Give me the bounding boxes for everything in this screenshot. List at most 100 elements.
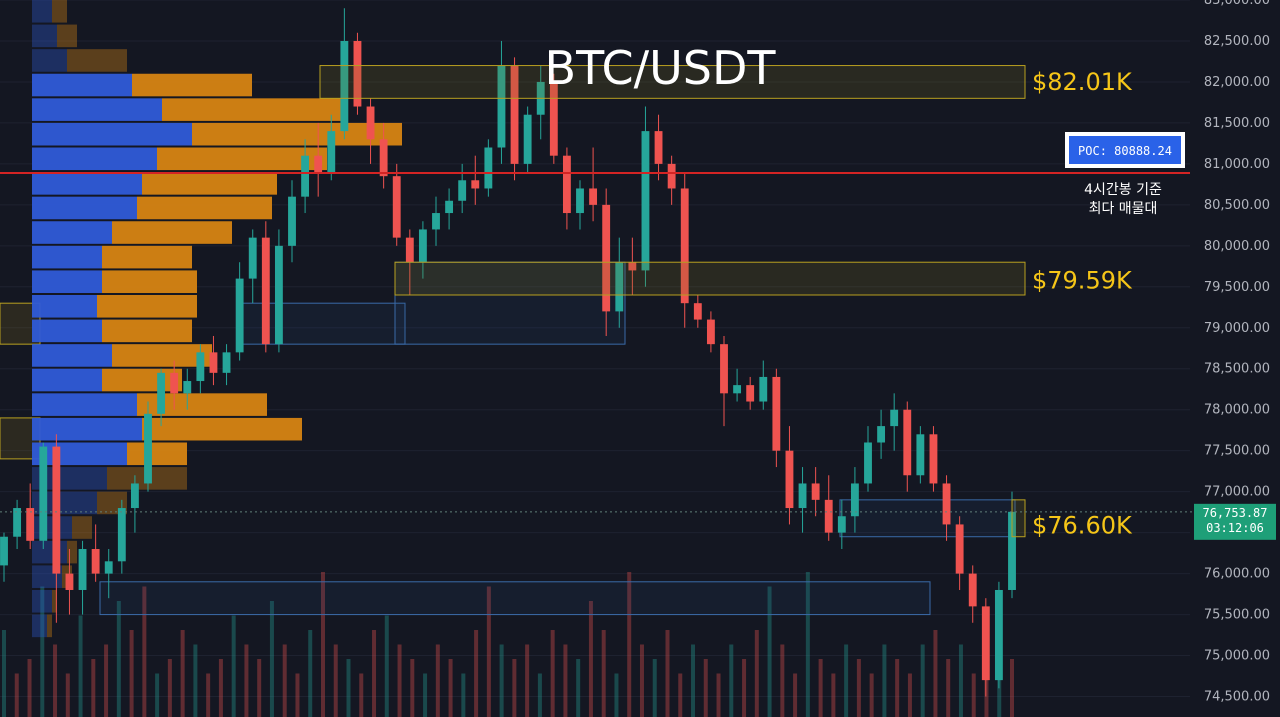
profile-down-bar (162, 98, 342, 121)
y-tick-label: 79,000.00 (1204, 321, 1270, 336)
poc-badge[interactable]: POC: 80888.24 (1065, 132, 1185, 168)
candle-body (785, 450, 794, 509)
price-levels: $82.01K $79.59K $76.60K (0, 65, 1194, 539)
profile-up-bar (32, 73, 132, 97)
zone-box (394, 261, 626, 345)
volume-bar (933, 630, 938, 717)
volume-bar (576, 659, 581, 717)
candle-body (667, 163, 676, 189)
volume-bar (65, 673, 70, 717)
countdown-label: 03:12:06 (1206, 521, 1264, 535)
candle-body (392, 176, 401, 238)
volume-bar (155, 673, 160, 717)
candle-body (405, 237, 414, 263)
current-price-label: 76,753.87 (1202, 506, 1267, 520)
profile-down-bar (102, 245, 192, 269)
profile-up-bar (32, 0, 52, 23)
profile-up-bar (32, 294, 97, 318)
y-tick-label: 82,000.00 (1204, 75, 1270, 90)
candle-body (994, 589, 1003, 681)
y-tick-label: 83,000.00 (1204, 0, 1270, 8)
candle-body (353, 40, 362, 107)
candle-body (510, 65, 519, 164)
volume-bar (793, 673, 798, 717)
candle-body (471, 180, 480, 189)
candle-body (196, 352, 205, 382)
profile-up-bar (32, 270, 102, 293)
volume-bar (2, 630, 6, 717)
volume-bar (601, 630, 606, 717)
volume-bar (550, 630, 555, 717)
volume-bar (269, 601, 274, 717)
candle-body (916, 434, 925, 476)
volume-bar (372, 630, 377, 717)
volume-bar (946, 659, 951, 717)
candle-body (1008, 511, 1016, 590)
candle-body (458, 180, 467, 201)
profile-up-bar (32, 368, 102, 392)
profile-down-bar (72, 516, 92, 539)
volume-bar (882, 644, 887, 717)
candle-body (104, 561, 113, 574)
profile-up-bar (32, 98, 162, 121)
y-tick-label: 80,000.00 (1204, 239, 1270, 254)
candle-body (903, 409, 912, 476)
profile-down-bar (52, 589, 57, 613)
volume-bar (282, 644, 287, 717)
volume-bar (53, 644, 58, 717)
profile-down-bar (142, 172, 277, 195)
volume-bar (895, 659, 900, 717)
volume-bar (920, 644, 925, 717)
profile-up-bar (32, 516, 72, 539)
candle-body (0, 536, 8, 566)
candle-body (706, 319, 715, 345)
candle-body (654, 131, 663, 164)
y-tick-label: 81,000.00 (1204, 157, 1270, 172)
candle-body (929, 434, 938, 484)
volume-bar (907, 673, 912, 717)
candle-body (549, 81, 558, 156)
volume-bar (295, 673, 300, 717)
candle-body (26, 508, 35, 541)
candle-body (235, 278, 244, 353)
volume-bar (716, 673, 721, 717)
profile-down-bar (132, 73, 252, 97)
volume-bar (767, 586, 772, 717)
profile-up-bar (32, 49, 67, 72)
profile-down-bar (112, 344, 212, 367)
level-box (394, 261, 1026, 296)
zone-box (839, 499, 1016, 538)
volume-bar (754, 630, 759, 717)
volume-bar (423, 673, 428, 717)
profile-up-bar (32, 491, 97, 515)
level-box (1011, 499, 1026, 538)
volume-bar (652, 659, 657, 717)
y-tick-label: 78,000.00 (1204, 403, 1270, 418)
y-tick-label: 81,500.00 (1204, 116, 1270, 131)
candle-body (811, 483, 820, 500)
volume-bar (1010, 659, 1014, 717)
candle-body (327, 131, 336, 173)
candle-body (340, 40, 349, 132)
y-tick-label: 76,000.00 (1204, 567, 1270, 582)
volume-bar (486, 586, 491, 717)
candle-body (837, 516, 846, 533)
profile-up-bar (32, 417, 142, 441)
candle-body (720, 344, 728, 394)
candle-body (130, 483, 139, 509)
profile-up-bar (32, 393, 137, 416)
chart-title: BTC/USDT (545, 41, 777, 95)
candle-body (942, 483, 951, 525)
candle-body (144, 413, 152, 484)
y-tick-label: 75,000.00 (1204, 649, 1270, 664)
profile-down-bar (57, 24, 77, 48)
candle-body (117, 508, 126, 562)
volume-bar (384, 615, 389, 717)
profile-up-bar (32, 245, 102, 269)
volume-bar (193, 644, 198, 717)
profile-down-bar (137, 393, 267, 416)
profile-up-bar (32, 614, 47, 638)
candle-body (680, 188, 689, 304)
profile-down-bar (102, 270, 197, 293)
candle-body (693, 303, 702, 320)
